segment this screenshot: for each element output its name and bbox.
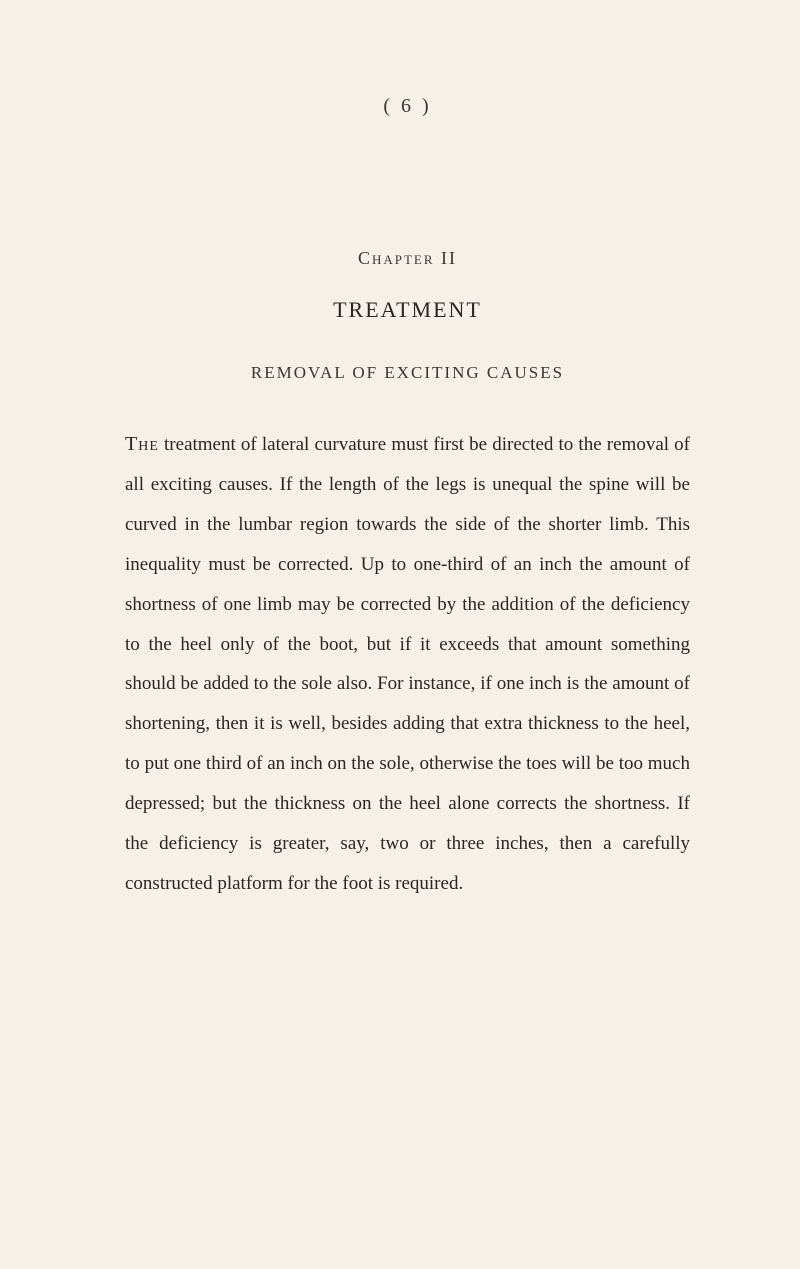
first-word: The: [125, 433, 159, 455]
page-number: ( 6 ): [125, 95, 690, 118]
body-paragraph: The treatment of lateral curvature must …: [125, 423, 690, 904]
chapter-label: Chapter II: [125, 248, 690, 269]
chapter-title: TREATMENT: [125, 297, 690, 323]
body-text-content: treatment of lateral curvature must firs…: [125, 434, 690, 894]
section-title: REMOVAL OF EXCITING CAUSES: [125, 363, 690, 383]
document-page: ( 6 ) Chapter II TREATMENT REMOVAL OF EX…: [0, 0, 800, 1269]
